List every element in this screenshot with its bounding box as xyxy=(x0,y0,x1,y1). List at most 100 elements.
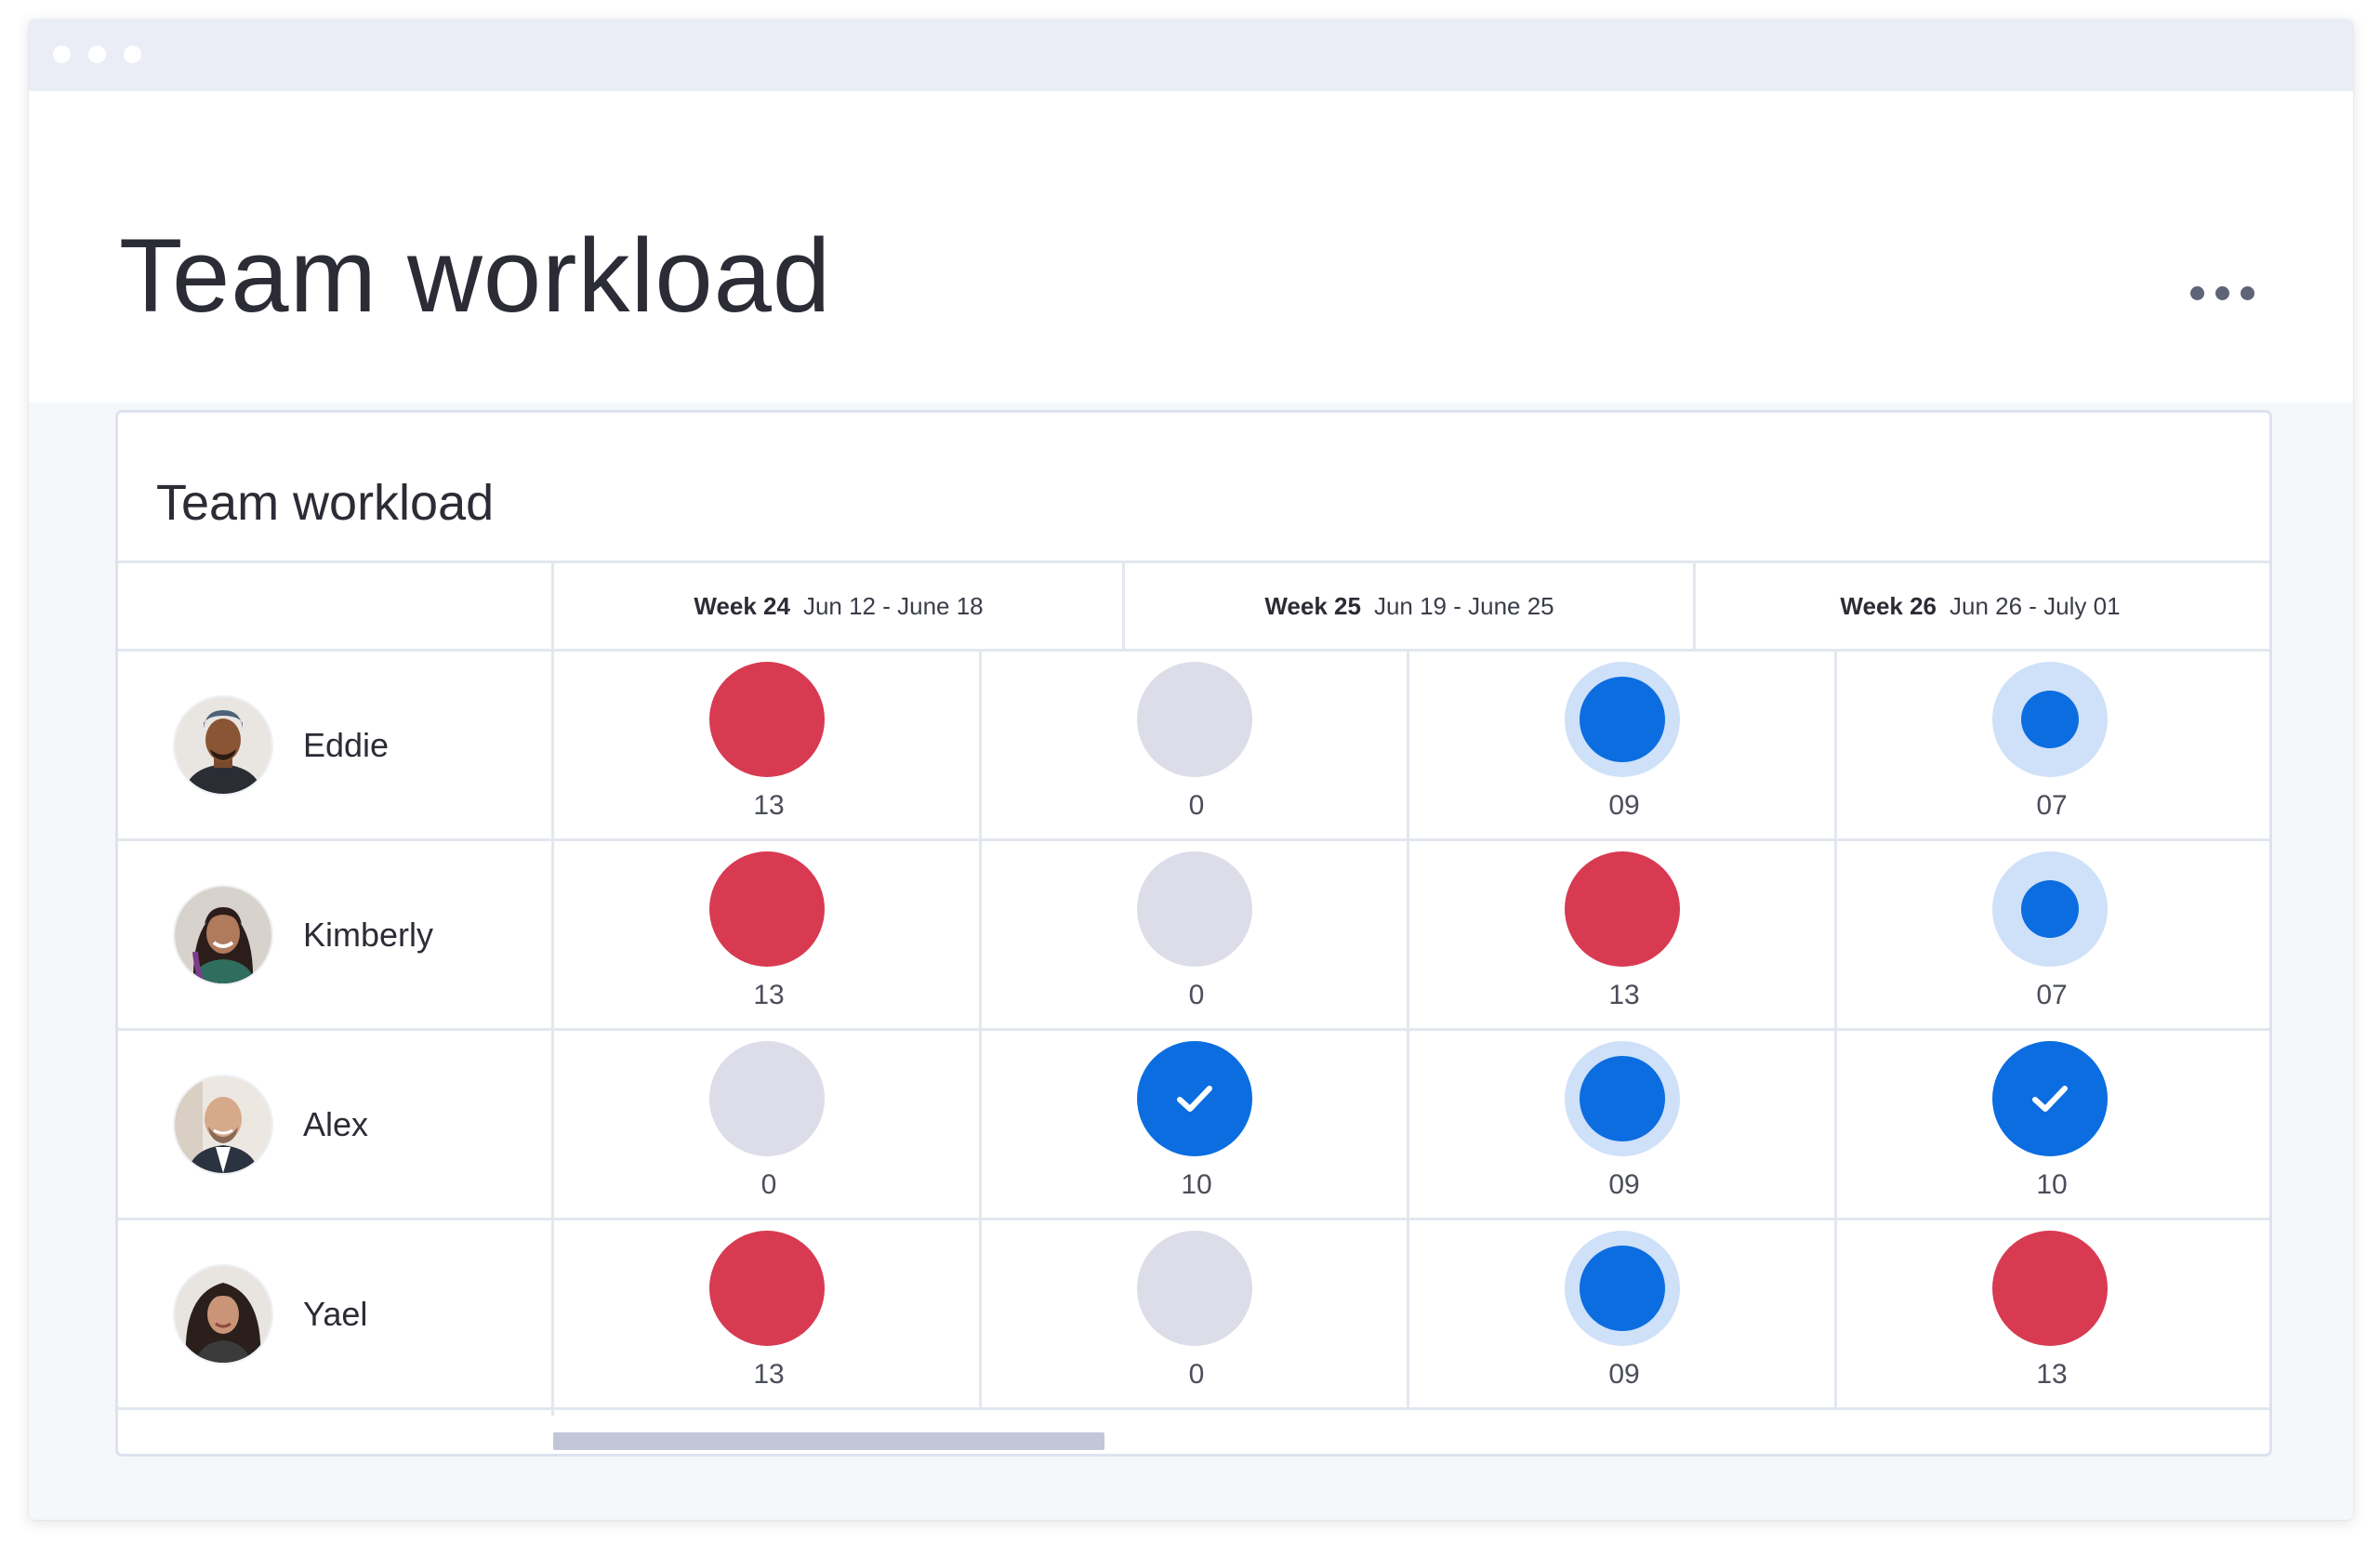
empty-indicator[interactable] xyxy=(1137,662,1252,777)
workload-cell: 13 xyxy=(553,651,981,840)
avatar xyxy=(175,887,271,983)
grid-divider xyxy=(118,1028,2269,1031)
overloaded-indicator[interactable] xyxy=(1992,1231,2108,1346)
capacity-dot xyxy=(1580,677,1665,762)
window-dot-icon[interactable] xyxy=(88,46,106,63)
window-dot-icon[interactable] xyxy=(124,46,141,63)
workload-count: 09 xyxy=(1608,790,1640,821)
full-capacity-indicator[interactable] xyxy=(1992,1041,2108,1156)
workload-cell: 10 xyxy=(981,1030,1408,1220)
overloaded-indicator[interactable] xyxy=(709,851,825,967)
workload-cell: 13 xyxy=(1836,1220,2264,1409)
workload-cell: 09 xyxy=(1408,1030,1836,1220)
full-capacity-indicator[interactable] xyxy=(1137,1041,1252,1156)
workload-count: 13 xyxy=(753,790,785,821)
grid-divider xyxy=(1834,649,1837,1407)
workload-cell: 10 xyxy=(1836,1030,2264,1220)
empty-indicator[interactable] xyxy=(709,1041,825,1156)
grid-divider xyxy=(118,838,2269,841)
capacity-dot xyxy=(1580,1056,1665,1141)
workload-count: 07 xyxy=(2036,980,2068,1010)
person-name: Yael xyxy=(303,1295,368,1333)
grid-divider xyxy=(118,649,2269,652)
workload-count: 09 xyxy=(1608,1169,1640,1200)
grid-divider xyxy=(551,560,554,1416)
grid-divider xyxy=(118,1218,2269,1220)
overloaded-indicator[interactable] xyxy=(709,1231,825,1346)
workload-count: 13 xyxy=(753,1359,785,1390)
more-dot-icon xyxy=(2215,286,2229,300)
grid-divider xyxy=(1693,560,1696,649)
workload-cell: 07 xyxy=(1836,840,2264,1030)
workload-cell: 0 xyxy=(981,651,1408,840)
capacity-dot xyxy=(2021,880,2079,938)
workload-count: 07 xyxy=(2036,790,2068,821)
more-options-button[interactable] xyxy=(2185,277,2260,310)
workload-cell: 13 xyxy=(1408,840,1836,1030)
capacity-indicator[interactable] xyxy=(1992,851,2108,967)
widget-title: Team workload xyxy=(156,475,495,531)
empty-indicator[interactable] xyxy=(1137,1231,1252,1346)
horizontal-scrollbar[interactable] xyxy=(553,1432,1104,1450)
window-titlebar xyxy=(29,20,2353,91)
window-controls xyxy=(53,46,141,63)
week-range: Jun 12 - June 18 xyxy=(802,591,984,620)
workload-count: 13 xyxy=(2036,1359,2068,1390)
grid-divider xyxy=(1122,560,1125,649)
overloaded-indicator[interactable] xyxy=(709,662,825,777)
person-row[interactable]: Eddie xyxy=(118,651,553,840)
workload-count: 0 xyxy=(760,1169,777,1200)
grid-divider xyxy=(118,560,2269,563)
workload-count: 10 xyxy=(2036,1169,2068,1200)
workload-count: 0 xyxy=(1188,980,1205,1010)
workload-cell: 07 xyxy=(1836,651,2264,840)
person-row[interactable]: Kimberly xyxy=(118,840,553,1030)
workload-cell: 0 xyxy=(981,1220,1408,1409)
person-row[interactable]: Yael xyxy=(118,1220,553,1409)
workload-count: 0 xyxy=(1188,1359,1205,1390)
browser-window: Team workload Team workload Week 24 Jun … xyxy=(29,20,2353,1520)
workload-cell: 09 xyxy=(1408,651,1836,840)
person-name: Eddie xyxy=(303,726,390,764)
more-dot-icon xyxy=(2241,286,2254,300)
workload-cell: 13 xyxy=(553,840,981,1030)
week-header: Week 24 Jun 12 - June 18 xyxy=(553,563,1124,649)
capacity-indicator[interactable] xyxy=(1565,1041,1680,1156)
more-dot-icon xyxy=(2190,286,2204,300)
capacity-indicator[interactable] xyxy=(1565,1231,1680,1346)
overloaded-indicator[interactable] xyxy=(1565,851,1680,967)
workload-count: 0 xyxy=(1188,790,1205,821)
workload-cell: 09 xyxy=(1408,1220,1836,1409)
capacity-indicator[interactable] xyxy=(1565,662,1680,777)
grid-divider xyxy=(1407,649,1409,1407)
capacity-indicator[interactable] xyxy=(1992,662,2108,777)
person-name: Alex xyxy=(303,1105,369,1143)
page-title: Team workload xyxy=(119,218,832,334)
week-range: Jun 26 - July 01 xyxy=(1950,591,2121,620)
workload-cell: 0 xyxy=(553,1030,981,1220)
person-row[interactable]: Alex xyxy=(118,1030,553,1220)
week-header: Week 25 Jun 19 - June 25 xyxy=(1124,563,1695,649)
workload-count: 13 xyxy=(753,980,785,1010)
window-dot-icon[interactable] xyxy=(53,46,71,63)
workload-count: 13 xyxy=(1608,980,1640,1010)
workload-cell: 0 xyxy=(981,840,1408,1030)
capacity-dot xyxy=(2021,691,2079,748)
capacity-dot xyxy=(1580,1246,1665,1331)
week-header: Week 26 Jun 26 - July 01 xyxy=(1695,563,2266,649)
person-name: Kimberly xyxy=(303,916,434,954)
avatar xyxy=(175,1266,271,1363)
workload-cell: 13 xyxy=(553,1220,981,1409)
grid-divider xyxy=(118,1407,2269,1410)
week-number: Week 26 xyxy=(1840,591,1937,620)
empty-indicator[interactable] xyxy=(1137,851,1252,967)
workload-count: 10 xyxy=(1181,1169,1212,1200)
workload-widget: Team workload Week 24 Jun 12 - June 18 W… xyxy=(115,410,2272,1457)
avatar xyxy=(175,1076,271,1173)
page-header: Team workload xyxy=(29,91,2353,402)
avatar xyxy=(175,697,271,794)
grid-divider xyxy=(979,649,982,1407)
week-range: Jun 19 - June 25 xyxy=(1373,591,1554,620)
week-number: Week 25 xyxy=(1264,591,1361,620)
week-number: Week 24 xyxy=(694,591,790,620)
